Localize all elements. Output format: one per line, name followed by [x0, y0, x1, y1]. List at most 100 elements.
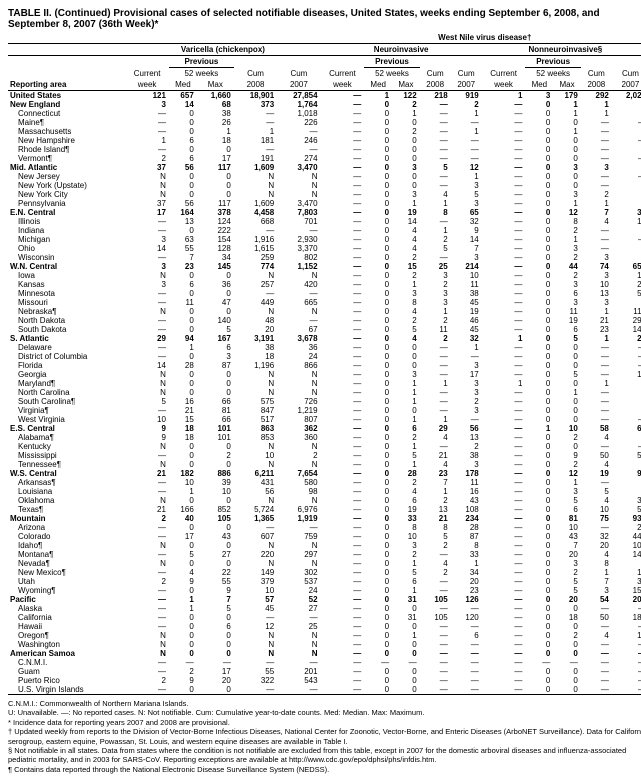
data-cell: 5,724 [234, 505, 277, 514]
data-cell: 9 [125, 424, 169, 433]
table-row: Florida1428871,196866—00—3—00—— [8, 361, 641, 370]
table-row: Indiana—0222———0419—02—7 [8, 226, 641, 235]
data-cell: — [581, 442, 612, 451]
data-cell: — [321, 298, 365, 307]
data-cell: 13 [581, 289, 612, 298]
data-cell: 517 [234, 415, 277, 424]
data-cell: — [321, 595, 365, 604]
data-cell: — [420, 118, 451, 127]
data-cell: — [482, 514, 526, 523]
table-row: District of Columbia—031824—00———00—— [8, 352, 641, 361]
table-row: Montana¶—527220297—02—33—0204147 [8, 550, 641, 559]
data-cell: — [125, 658, 169, 667]
data-cell: 201 [277, 667, 320, 676]
data-cell: — [420, 550, 451, 559]
data-cell: — [581, 649, 612, 658]
data-cell: 166 [169, 505, 197, 514]
data-cell: — [321, 289, 365, 298]
data-cell: 4 [420, 460, 451, 469]
data-cell: 128 [197, 244, 234, 253]
data-cell: — [321, 604, 365, 613]
data-cell: 27 [197, 550, 234, 559]
data-cell: — [125, 595, 169, 604]
data-cell: 3,470 [277, 199, 320, 208]
col-week: week [482, 79, 526, 91]
area-cell: Massachusetts [8, 127, 125, 136]
table-row: GeorgiaN00NN—03—17—05—14 [8, 370, 641, 379]
data-cell: 13 [612, 271, 641, 280]
data-cell: N [125, 496, 169, 505]
data-cell: 32 [451, 217, 482, 226]
data-cell: — [482, 559, 526, 568]
data-cell: 9 [553, 451, 581, 460]
data-cell: — [482, 469, 526, 478]
data-cell: — [125, 145, 169, 154]
data-cell: 2 [451, 442, 482, 451]
data-cell: — [612, 415, 641, 424]
data-cell: — [321, 271, 365, 280]
data-cell: 0 [525, 451, 553, 460]
data-cell: 0 [525, 568, 553, 577]
data-cell: — [125, 217, 169, 226]
data-cell: 1 [392, 415, 420, 424]
data-cell: 1 [525, 424, 553, 433]
table-row: Hawaii—061225—00———00—— [8, 622, 641, 631]
data-cell: 1 [581, 100, 612, 109]
data-cell: 65 [451, 208, 482, 217]
table-row: Connecticut—038—1,018—01—1—0112 [8, 109, 641, 118]
data-cell: 4 [392, 334, 420, 343]
data-cell: 45 [451, 298, 482, 307]
data-cell: 274 [277, 154, 320, 163]
area-cell: S. Atlantic [8, 334, 125, 343]
area-cell: Iowa [8, 271, 125, 280]
data-cell: — [321, 424, 365, 433]
data-cell: — [451, 622, 482, 631]
data-cell: 0 [525, 460, 553, 469]
data-cell: 149 [612, 325, 641, 334]
data-cell: 18 [612, 631, 641, 640]
data-cell: — [581, 136, 612, 145]
data-cell: 19 [392, 505, 420, 514]
area-cell: E.S. Central [8, 424, 125, 433]
data-cell: 12 [234, 622, 277, 631]
data-cell: 0 [197, 523, 234, 532]
data-cell: 124 [197, 217, 234, 226]
data-cell: 20 [234, 325, 277, 334]
data-cell: 0 [392, 118, 420, 127]
col-week: week [321, 79, 365, 91]
data-cell: — [125, 343, 169, 352]
data-cell: 580 [277, 478, 320, 487]
data-cell: 56 [169, 163, 197, 172]
area-cell: Kentucky [8, 442, 125, 451]
area-cell: Maine¶ [8, 118, 125, 127]
data-cell: 0 [197, 640, 234, 649]
data-cell: 140 [197, 316, 234, 325]
data-cell: 55 [234, 667, 277, 676]
data-cell: 98 [277, 487, 320, 496]
data-cell: 214 [451, 262, 482, 271]
data-cell: — [125, 532, 169, 541]
data-cell: — [420, 604, 451, 613]
data-cell: — [482, 361, 526, 370]
data-cell: — [125, 127, 169, 136]
data-cell: 0 [169, 172, 197, 181]
data-cell: 1 [420, 379, 451, 388]
data-cell: — [321, 109, 365, 118]
table-row: Colorado—1743607759—010587—04332440 [8, 532, 641, 541]
data-cell: — [234, 685, 277, 695]
data-cell: 18 [169, 424, 197, 433]
data-cell: — [451, 640, 482, 649]
data-cell: 0 [392, 640, 420, 649]
data-cell: — [321, 559, 365, 568]
data-cell: — [420, 172, 451, 181]
data-cell: N [234, 172, 277, 181]
data-cell: 1 [392, 586, 420, 595]
data-cell: — [125, 685, 169, 695]
data-cell: — [420, 136, 451, 145]
col-max: Max [392, 79, 420, 91]
area-cell: Montana¶ [8, 550, 125, 559]
data-cell: 5 [420, 532, 451, 541]
data-cell: — [321, 523, 365, 532]
table-row: W.N. Central3231457741,152—01525214—0447… [8, 262, 641, 271]
data-cell: — [420, 388, 451, 397]
